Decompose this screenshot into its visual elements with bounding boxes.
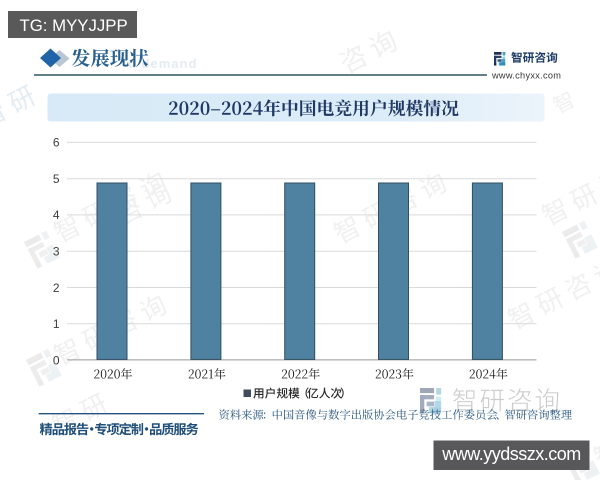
svg-text:6: 6 [53, 136, 60, 150]
svg-text:1: 1 [53, 317, 60, 331]
svg-text:d demand: d demand [128, 56, 197, 71]
svg-text:TG: MYYJJPP: TG: MYYJJPP [20, 16, 128, 35]
svg-text:0: 0 [53, 353, 60, 367]
svg-text:www.chyxx.com: www.chyxx.com [491, 71, 561, 81]
svg-text:2: 2 [53, 281, 60, 295]
svg-text:www.yydsszx.com: www.yydsszx.com [441, 444, 581, 464]
svg-text:4: 4 [53, 208, 60, 222]
svg-text:3: 3 [53, 245, 60, 259]
svg-text:5: 5 [53, 172, 60, 186]
